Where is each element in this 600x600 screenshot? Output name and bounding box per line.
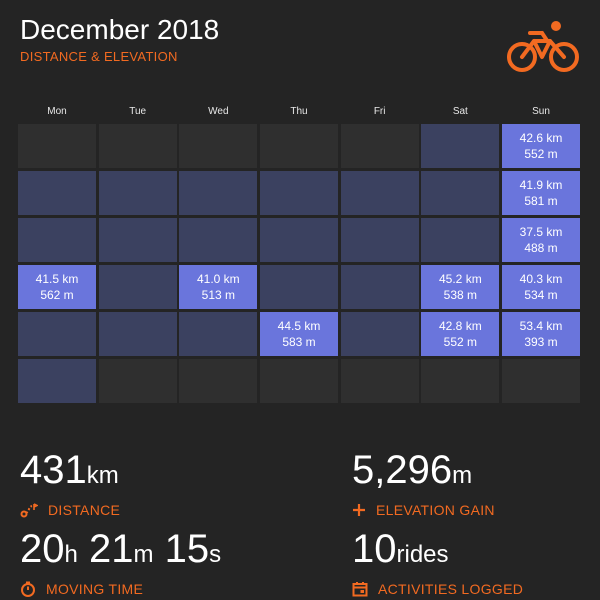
activities-unit: rides <box>396 541 449 568</box>
ride-distance: 40.3 km <box>519 272 563 286</box>
plus-icon <box>353 504 365 516</box>
ride-elevation: 552 m <box>443 335 478 349</box>
calendar-day-ride: 40.3 km 534 m <box>502 265 581 309</box>
cyclist-icon <box>507 21 579 72</box>
calendar-day-ride: 42.6 km 552 m <box>502 124 581 168</box>
calendar-day <box>260 124 338 168</box>
calendar-day <box>340 218 419 262</box>
ride-elevation: 583 m <box>282 335 316 349</box>
moving-time-label: MOVING TIME <box>46 581 144 597</box>
calendar-day <box>260 218 338 262</box>
weekday-label: Thu <box>290 106 308 117</box>
calendar-day <box>179 312 258 356</box>
activities-stat: 10rides ACTIVITIES LOGGED <box>352 527 523 597</box>
stopwatch-icon <box>21 581 35 597</box>
calendar-day <box>18 171 96 215</box>
calendar-day <box>340 312 419 356</box>
calendar-day-ride: 42.8 km 552 m <box>421 312 500 356</box>
distance-value: 431 <box>20 448 87 492</box>
header: December 2018 DISTANCE & ELEVATION <box>20 14 219 64</box>
calendar-day <box>421 218 500 262</box>
calendar-day-ride: 41.0 km 513 m <box>179 265 258 309</box>
calendar-day <box>179 218 258 262</box>
calendar-day-ride: 41.5 km 562 m <box>18 265 96 309</box>
elevation-value: 5,296 <box>352 448 453 492</box>
route-icon <box>20 503 38 518</box>
page-title: December 2018 <box>20 14 220 45</box>
calendar-day <box>179 171 258 215</box>
ride-distance: 41.5 km <box>35 272 79 286</box>
ride-elevation: 513 m <box>201 288 235 302</box>
calendar-day <box>340 171 419 215</box>
calendar-day-ride: 44.5 km 583 m <box>260 312 338 356</box>
activities-label: ACTIVITIES LOGGED <box>378 581 524 597</box>
calendar-day-ride: 41.9 km 581 m <box>502 171 581 215</box>
ride-distance: 45.2 km <box>439 272 482 286</box>
calendar-day <box>260 265 338 309</box>
calendar-day <box>260 359 338 403</box>
calendar-grid: 42.6 km 552 m 41.9 km 581 m 37.5 km 488 m 41.5… <box>18 124 582 406</box>
distance-stat: 431km DISTANCE <box>20 448 120 518</box>
calendar-day <box>18 359 96 403</box>
ride-distance: 44.5 km <box>277 319 321 333</box>
ride-distance: 37.5 km <box>519 225 563 239</box>
moving-time-stat: 20h 21m 15s MOVING TIME <box>20 527 221 597</box>
elevation-label: ELEVATION GAIN <box>376 502 495 518</box>
calendar-day-ride: 45.2 km 538 m <box>421 265 500 309</box>
activities-value: 10 <box>352 527 397 571</box>
calendar-day <box>18 218 96 262</box>
minutes-value: 21 <box>88 527 134 571</box>
weekday-label: Tue <box>129 106 147 117</box>
seconds-unit: s <box>209 541 222 568</box>
calendar-day <box>340 359 419 403</box>
ride-distance: 42.8 km <box>439 319 482 333</box>
ride-distance: 41.0 km <box>196 272 240 286</box>
seconds-value: 15 <box>164 527 210 571</box>
calendar-day <box>421 124 500 168</box>
calendar-day <box>179 124 258 168</box>
calendar-day <box>421 171 500 215</box>
ride-elevation: 562 m <box>40 288 74 302</box>
calendar-day <box>98 359 177 403</box>
calendar-day <box>340 265 419 309</box>
weekday-label: Fri <box>373 106 386 117</box>
calendar-day <box>179 359 258 403</box>
calendar-day <box>98 171 177 215</box>
hours-value: 20 <box>20 527 65 571</box>
calendar-day-ride: 53.4 km 393 m <box>502 312 581 356</box>
ride-elevation: 488 m <box>524 241 558 255</box>
ride-elevation: 552 m <box>524 147 558 161</box>
calendar-day <box>98 124 177 168</box>
calendar-day <box>421 359 500 403</box>
weekday-label: Sun <box>532 106 550 117</box>
calendar-day <box>502 359 581 403</box>
weekday-label: Sat <box>452 106 468 117</box>
distance-label: DISTANCE <box>48 502 121 518</box>
calendar-day <box>98 312 177 356</box>
elevation-unit: m <box>452 462 473 489</box>
calendar-day <box>340 124 419 168</box>
ride-distance: 42.6 km <box>519 131 563 145</box>
calendar-day <box>18 124 96 168</box>
calendar-day <box>260 171 338 215</box>
hours-unit: h <box>64 541 78 568</box>
ride-distance: 53.4 km <box>519 319 563 333</box>
calendar-day <box>98 265 177 309</box>
ride-elevation: 581 m <box>524 194 558 208</box>
page-subtitle: DISTANCE & ELEVATION <box>20 49 178 64</box>
distance-unit: km <box>86 462 119 489</box>
ride-distance: 41.9 km <box>519 178 563 192</box>
elevation-stat: 5,296m ELEVATION GAIN <box>352 448 495 518</box>
calendar-day <box>98 218 177 262</box>
weekday-label: Wed <box>208 106 229 117</box>
minutes-unit: m <box>133 541 154 568</box>
weekday-label: Mon <box>47 106 67 117</box>
ride-elevation: 393 m <box>524 335 558 349</box>
calendar-day-ride: 37.5 km 488 m <box>502 218 581 262</box>
ride-elevation: 538 m <box>443 288 478 302</box>
calendar-day <box>18 312 96 356</box>
calendar-icon <box>352 582 368 597</box>
ride-elevation: 534 m <box>524 288 558 302</box>
